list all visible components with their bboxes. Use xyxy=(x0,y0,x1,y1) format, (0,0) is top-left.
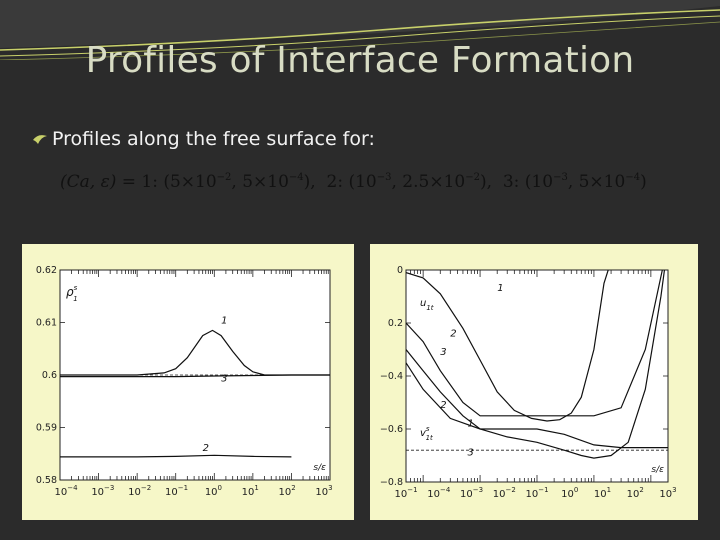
x-tick-label: 10−3 xyxy=(91,484,114,498)
curve-label: 2 xyxy=(440,400,446,411)
x-tick-label: 103 xyxy=(659,486,676,500)
formula-case3-mid: , 5×10 xyxy=(567,172,626,192)
x-tick-label: 10−2 xyxy=(493,486,516,500)
series-line-2 xyxy=(60,454,292,458)
formula-case1-exp2: −4 xyxy=(288,172,304,183)
x-tick-label: 10−1 xyxy=(165,484,188,498)
curve-label: 1 xyxy=(467,418,473,429)
slide-title: Profiles of Interface Formation xyxy=(85,40,635,81)
series-line-3b xyxy=(406,362,668,449)
y-tick-label: 0.58 xyxy=(36,475,57,486)
y-tick-label: −0.4 xyxy=(380,371,403,382)
x-tick-label: 103 xyxy=(315,484,332,498)
curve-label: 1 xyxy=(497,283,503,294)
plot-area xyxy=(405,269,669,483)
x-axis-label: s/ε xyxy=(651,465,664,475)
formula-case3: 3: (10 xyxy=(502,172,554,192)
y-tick-label: 0.62 xyxy=(36,265,57,276)
formula-case3-exp2: −4 xyxy=(625,172,641,183)
formula-case2-end: ), xyxy=(479,172,493,192)
series-line-3 xyxy=(406,270,666,459)
y-tick-label: 0.6 xyxy=(42,370,57,381)
x-tick-label: 10−1 xyxy=(525,486,548,500)
x-tick-label: 102 xyxy=(627,486,644,500)
x-tick-label: 100 xyxy=(205,484,222,498)
formula-lhs: (Ca, ε) = xyxy=(60,172,142,192)
x-axis-label: s/ε xyxy=(313,463,326,473)
curve-label: 3 xyxy=(467,448,473,459)
formula-case2: 2: (10 xyxy=(326,172,377,192)
series-line-1 xyxy=(60,329,330,376)
bullet-icon xyxy=(33,135,47,144)
chart-density-profile: 0.58 0.59 0.6 0.61 0.62 10−4 10−3 10−2 10−1 100 10… xyxy=(36,265,333,498)
formula-case2-exp1: −3 xyxy=(376,172,392,183)
series-line-1 xyxy=(406,270,609,422)
x-tick-label: 10−1 xyxy=(394,486,417,500)
formula-case2-mid: , 2.5×10 xyxy=(391,172,466,192)
formula-case1-mid: , 5×10 xyxy=(231,172,289,192)
y-axis-label: ρs 1 xyxy=(66,284,78,303)
curve-label: 2 xyxy=(450,328,456,339)
y-tick-label: −0.6 xyxy=(380,424,403,435)
bullet-text: Profiles along the free surface for: xyxy=(52,128,375,150)
series-line-2 xyxy=(406,270,663,417)
x-tick-label: 101 xyxy=(594,486,611,500)
y-tick-label: 0.61 xyxy=(36,318,57,329)
chart-velocity-profile: 00.2−0.4−0.6−0.810−1 10−4 10−3 10−2 10−1 100 1… xyxy=(380,265,677,500)
x-tick-label: 10−2 xyxy=(128,484,151,498)
series-line-3 xyxy=(60,374,330,378)
x-tick-label: 101 xyxy=(242,484,259,498)
formula-case1-exp1: −2 xyxy=(216,172,232,183)
formula-case3-end: ) xyxy=(640,172,647,192)
formula-case2-exp2: −2 xyxy=(465,172,480,183)
parameter-formula: (Ca, ε) = 1: (5×10−2, 5×10−4), 2: (10−3,… xyxy=(60,172,647,192)
y-tick-label: 0 xyxy=(397,265,403,276)
formula-case1: 1: (5×10 xyxy=(141,172,217,192)
formula-case1-end: ), xyxy=(303,172,316,192)
chart-frame-left: 0.58 0.59 0.6 0.61 0.62 10−4 10−3 10−2 10−1 100 10… xyxy=(22,244,354,520)
decorative-top-band xyxy=(0,0,720,60)
bullet-item: Profiles along the free surface for: xyxy=(32,128,375,150)
y-tick-label: −0.8 xyxy=(380,477,403,488)
curve-label: 3 xyxy=(221,373,227,384)
curve-label: 3 xyxy=(440,347,446,358)
chart-frame-right: 0 0.2 −0.4 −0.6 −0.8 10−1 10−4 10−3 10−2 10−1 100 1… xyxy=(370,244,698,520)
y-tick-label: 0.2 xyxy=(388,318,403,329)
formula-case3-exp1: −3 xyxy=(553,172,568,183)
x-tick-label: 10−3 xyxy=(460,486,483,500)
curve-label: 1 xyxy=(221,316,227,327)
y-tick-label: 0.59 xyxy=(36,423,57,434)
curve-label: 2 xyxy=(203,443,209,454)
x-tick-label: 10−4 xyxy=(54,484,78,498)
x-tick-label: 10−4 xyxy=(427,486,451,500)
x-tick-label: 102 xyxy=(279,484,296,498)
x-tick-label: 100 xyxy=(561,486,578,500)
